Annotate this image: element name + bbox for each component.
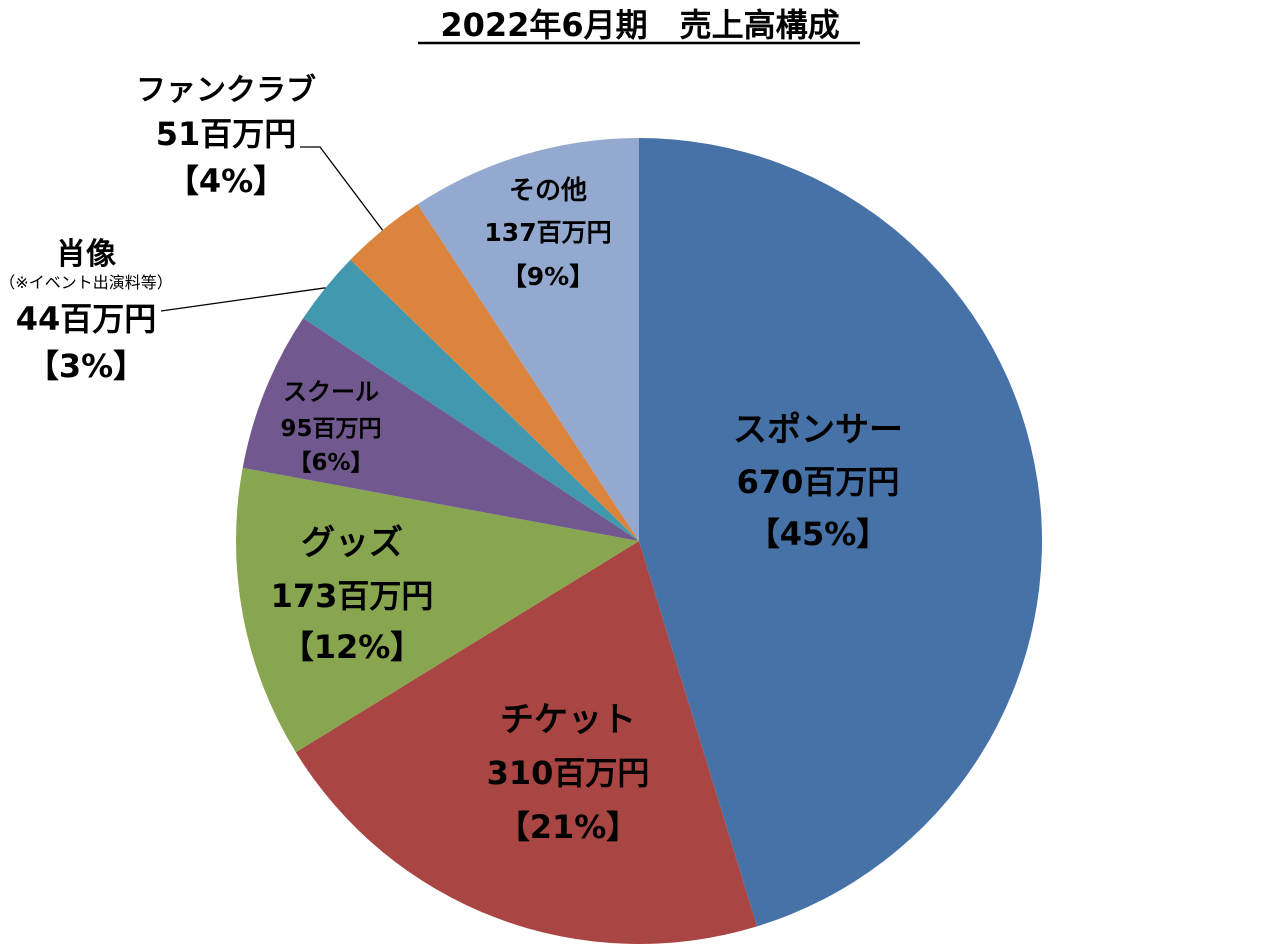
pie-slice-portrait bbox=[303, 259, 639, 541]
slice-label-ticket-percent-label: 【21%】 bbox=[498, 808, 639, 846]
slice-label-sponsor-name: スポンサー bbox=[733, 410, 903, 450]
slice-label-sponsor-value-label: 670百万円 bbox=[737, 463, 900, 501]
slice-label-portrait-name: 肖像 bbox=[56, 237, 116, 272]
pie-slice-other bbox=[417, 138, 639, 541]
slice-label-fanclub-percent-label: 【4%】 bbox=[167, 162, 285, 200]
leader-line-fanclub bbox=[300, 146, 384, 231]
slice-label-portrait-value-label: 44百万円 bbox=[16, 300, 157, 338]
slice-label-portrait-percent-label: 【3%】 bbox=[27, 347, 145, 385]
slice-label-school-name: スクール bbox=[283, 378, 379, 406]
pie-slices bbox=[236, 138, 1042, 944]
slice-label-goods-percent-label: 【12%】 bbox=[282, 628, 423, 666]
slice-label-other-name: その他 bbox=[509, 176, 587, 206]
slice-label-fanclub-name: ファンクラブ bbox=[136, 73, 316, 108]
pie-slice-sponsor bbox=[639, 138, 1042, 927]
slice-label-school-value-label: 95百万円 bbox=[280, 416, 381, 442]
pie-slice-ticket bbox=[295, 541, 758, 944]
slice-labels: スポンサー 670百万円【45%】チケット 310百万円【21%】 グッズ 173百万円… bbox=[0, 73, 903, 846]
slice-label-ticket-value-label: 310百万円 bbox=[487, 754, 650, 792]
slice-label-goods-name: グッズ bbox=[301, 523, 403, 563]
slice-label-school-percent-label: 【6%】 bbox=[288, 450, 373, 476]
slice-label-sponsor-percent-label: 【45%】 bbox=[748, 515, 889, 553]
slice-label-fanclub-value-label: 51百万円 bbox=[156, 115, 297, 153]
pie-slice-goods bbox=[236, 467, 639, 753]
slice-label-ticket-name: チケット bbox=[500, 700, 636, 740]
slice-label-portrait-note: （※イベント出演料等） bbox=[0, 273, 173, 292]
slice-label-other-value-label: 137百万円 bbox=[484, 218, 611, 247]
slice-label-other-percent-label: 【9%】 bbox=[502, 262, 594, 291]
slice-label-goods-value-label: 173百万円 bbox=[271, 577, 434, 615]
chart-title: 2022年6月期 売上高構成 bbox=[440, 6, 839, 44]
leader-lines bbox=[160, 146, 384, 312]
leader-line-portrait bbox=[160, 287, 326, 312]
pie-slice-school bbox=[242, 318, 639, 541]
pie-slice-fanclub bbox=[350, 204, 639, 541]
